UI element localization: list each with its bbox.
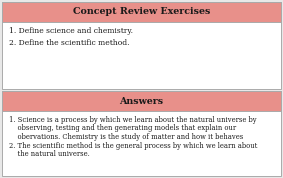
Text: 1. Define science and chemistry.
2. Define the scientific method.: 1. Define science and chemistry. 2. Defi…: [9, 27, 133, 47]
Text: observing, testing and then generating models that explain our: observing, testing and then generating m…: [9, 124, 236, 132]
Bar: [2, 91, 281, 176]
Text: 2. The scientific method is the general process by which we learn about: 2. The scientific method is the general …: [9, 142, 257, 150]
Text: the natural universe.: the natural universe.: [9, 150, 90, 158]
Bar: [2, 91, 281, 111]
Text: Answers: Answers: [119, 96, 164, 106]
Text: obervations. Chemistry is the study of matter and how it behaves: obervations. Chemistry is the study of m…: [9, 133, 243, 141]
Bar: [2, 2, 281, 89]
Bar: [2, 2, 281, 22]
Text: Concept Review Exercises: Concept Review Exercises: [73, 7, 210, 17]
Text: 1. Science is a process by which we learn about the natural universe by: 1. Science is a process by which we lear…: [9, 116, 257, 124]
